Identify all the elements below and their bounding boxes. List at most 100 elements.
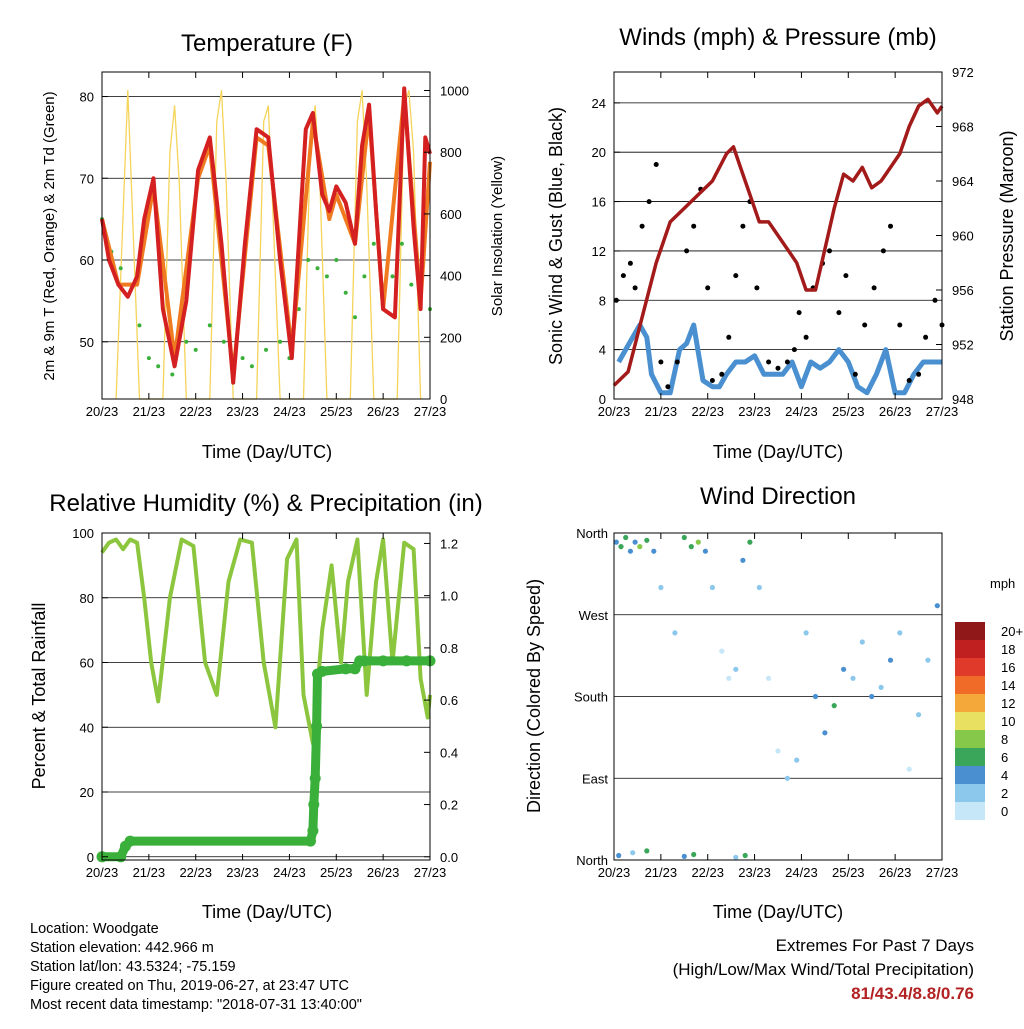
humidity-grid xyxy=(102,532,430,858)
x-tick-label: 25/23 xyxy=(832,404,865,419)
direction-point xyxy=(742,852,748,859)
gust-point xyxy=(733,273,739,279)
dewpoint-point xyxy=(390,274,395,279)
gust-point xyxy=(827,248,832,254)
direction-point xyxy=(672,630,678,636)
dewpoint-point xyxy=(118,266,123,271)
temperature-series xyxy=(100,86,432,400)
direction-point xyxy=(618,544,624,550)
direction-point xyxy=(644,848,650,854)
y2-tick-label: 972 xyxy=(952,65,974,80)
x-tick-label: 26/23 xyxy=(879,404,912,419)
temperature-ylabel-right: Solar Insolation (Yellow) xyxy=(489,156,506,316)
colorbar-label: 18 xyxy=(1001,642,1015,657)
x-tick-label: 23/23 xyxy=(226,865,259,880)
extremes-value: 81/43.4/8.8/0.76 xyxy=(851,984,974,1003)
colorbar-swatch xyxy=(955,640,985,658)
direction-point xyxy=(691,851,697,858)
y2-tick-label: 800 xyxy=(440,145,462,160)
rainfall-point xyxy=(305,835,316,847)
direction-point xyxy=(812,693,819,700)
y-tick-label: 80 xyxy=(80,591,94,606)
dewpoint-point xyxy=(221,339,226,344)
y2-tick-label: 600 xyxy=(440,207,462,222)
x-tick-label: 25/23 xyxy=(320,865,353,880)
speed-colorbar: mph 0 2 4 6 8 10 12 14 16 18 20+ xyxy=(955,576,1023,820)
colorbar-swatch xyxy=(955,784,985,802)
x-tick-label: 21/23 xyxy=(133,404,166,419)
y-tick-label: 4 xyxy=(599,343,606,358)
humidity-line xyxy=(100,537,432,746)
dewpoint-point xyxy=(240,356,245,361)
colorbar-swatch xyxy=(955,676,985,694)
dewpoint-point xyxy=(156,364,161,369)
y2-tick-label: 400 xyxy=(440,269,462,284)
dewpoint-point xyxy=(399,241,404,246)
direction-point xyxy=(688,544,694,550)
winds-xlabel: Time (Day/UTC) xyxy=(713,442,843,462)
gust-point xyxy=(784,359,790,365)
x-tick-label: 27/23 xyxy=(414,404,447,419)
y-tick-label: 8 xyxy=(599,293,606,308)
direction-point xyxy=(681,534,687,541)
direction-point xyxy=(627,548,634,554)
y2-tick-label: 0.4 xyxy=(440,745,458,760)
colorbar-label: 0 xyxy=(1001,804,1008,819)
y2-tick-label: 200 xyxy=(440,330,462,345)
y-tick-label: 24 xyxy=(592,96,606,111)
rainfall-point xyxy=(401,655,413,667)
figure-created: Figure created on Thu, 2019-06-27, at 23… xyxy=(30,978,349,994)
x-tick-label: 21/23 xyxy=(645,404,678,419)
direction-point xyxy=(632,539,638,545)
x-tick-label: 20/23 xyxy=(86,865,119,880)
direction-series xyxy=(613,534,940,860)
rainfall-point xyxy=(311,720,323,732)
dewpoint-point xyxy=(278,339,283,344)
dewpoint-point xyxy=(146,356,151,361)
x-tick-label: 27/23 xyxy=(414,865,447,880)
dewpoint-point xyxy=(306,258,311,262)
direction-grid xyxy=(614,532,942,861)
colorbar-label: 6 xyxy=(1001,750,1008,765)
direction-point xyxy=(681,853,687,860)
y-tick-label: 70 xyxy=(80,171,94,186)
humidity-title: Relative Humidity (%) & Precipitation (i… xyxy=(49,490,482,517)
rainfall-point xyxy=(316,665,328,677)
temp-2m-line xyxy=(100,86,432,385)
x-tick-label: 27/23 xyxy=(926,404,959,419)
y2-tick-label: 0.2 xyxy=(440,798,458,813)
gust-point xyxy=(627,260,633,266)
colorbar-swatch xyxy=(955,694,985,712)
y-tick-label: North xyxy=(576,853,608,868)
colorbar-swatch xyxy=(955,730,985,748)
dewpoint-point xyxy=(324,274,329,279)
y2-tick-label: 0 xyxy=(440,392,447,407)
gust-point xyxy=(897,322,903,328)
temperature-ticks: 20/23 21/23 22/23 23/23 24/23 25/23 26/23 27/23… xyxy=(80,72,469,419)
y-tick-label: 20 xyxy=(592,145,606,160)
dewpoint-point xyxy=(184,339,189,344)
gust-point xyxy=(691,223,697,229)
x-tick-label: 22/23 xyxy=(691,404,724,419)
y2-tick-label: 0.6 xyxy=(440,693,458,708)
direction-point xyxy=(644,537,650,543)
humidity-ylabel: Percent & Total Rainfall xyxy=(29,603,49,790)
dewpoint-point xyxy=(371,241,376,246)
colorbar-swatch xyxy=(955,712,985,730)
x-tick-label: 21/23 xyxy=(133,865,166,880)
station-info: Location: Woodgate Station elevation: 44… xyxy=(30,920,362,1015)
direction-point xyxy=(651,548,657,554)
winds-title: Winds (mph) & Pressure (mb) xyxy=(619,24,936,51)
y-tick-label: South xyxy=(574,690,608,705)
gust-point xyxy=(775,365,781,371)
x-tick-label: 24/23 xyxy=(785,865,818,880)
direction-point xyxy=(740,557,746,563)
gust-point xyxy=(726,334,732,340)
dewpoint-point xyxy=(264,347,268,352)
y2-tick-label: 948 xyxy=(952,392,974,407)
direction-xlabel: Time (Day/UTC) xyxy=(713,902,843,922)
colorbar-swatch xyxy=(955,748,985,766)
extremes-subtitle: (High/Low/Max Wind/Total Precipitation) xyxy=(672,960,974,979)
station-latlon: Station lat/lon: 43.5324; -75.159 xyxy=(30,959,236,975)
x-tick-label: 25/23 xyxy=(832,865,865,880)
